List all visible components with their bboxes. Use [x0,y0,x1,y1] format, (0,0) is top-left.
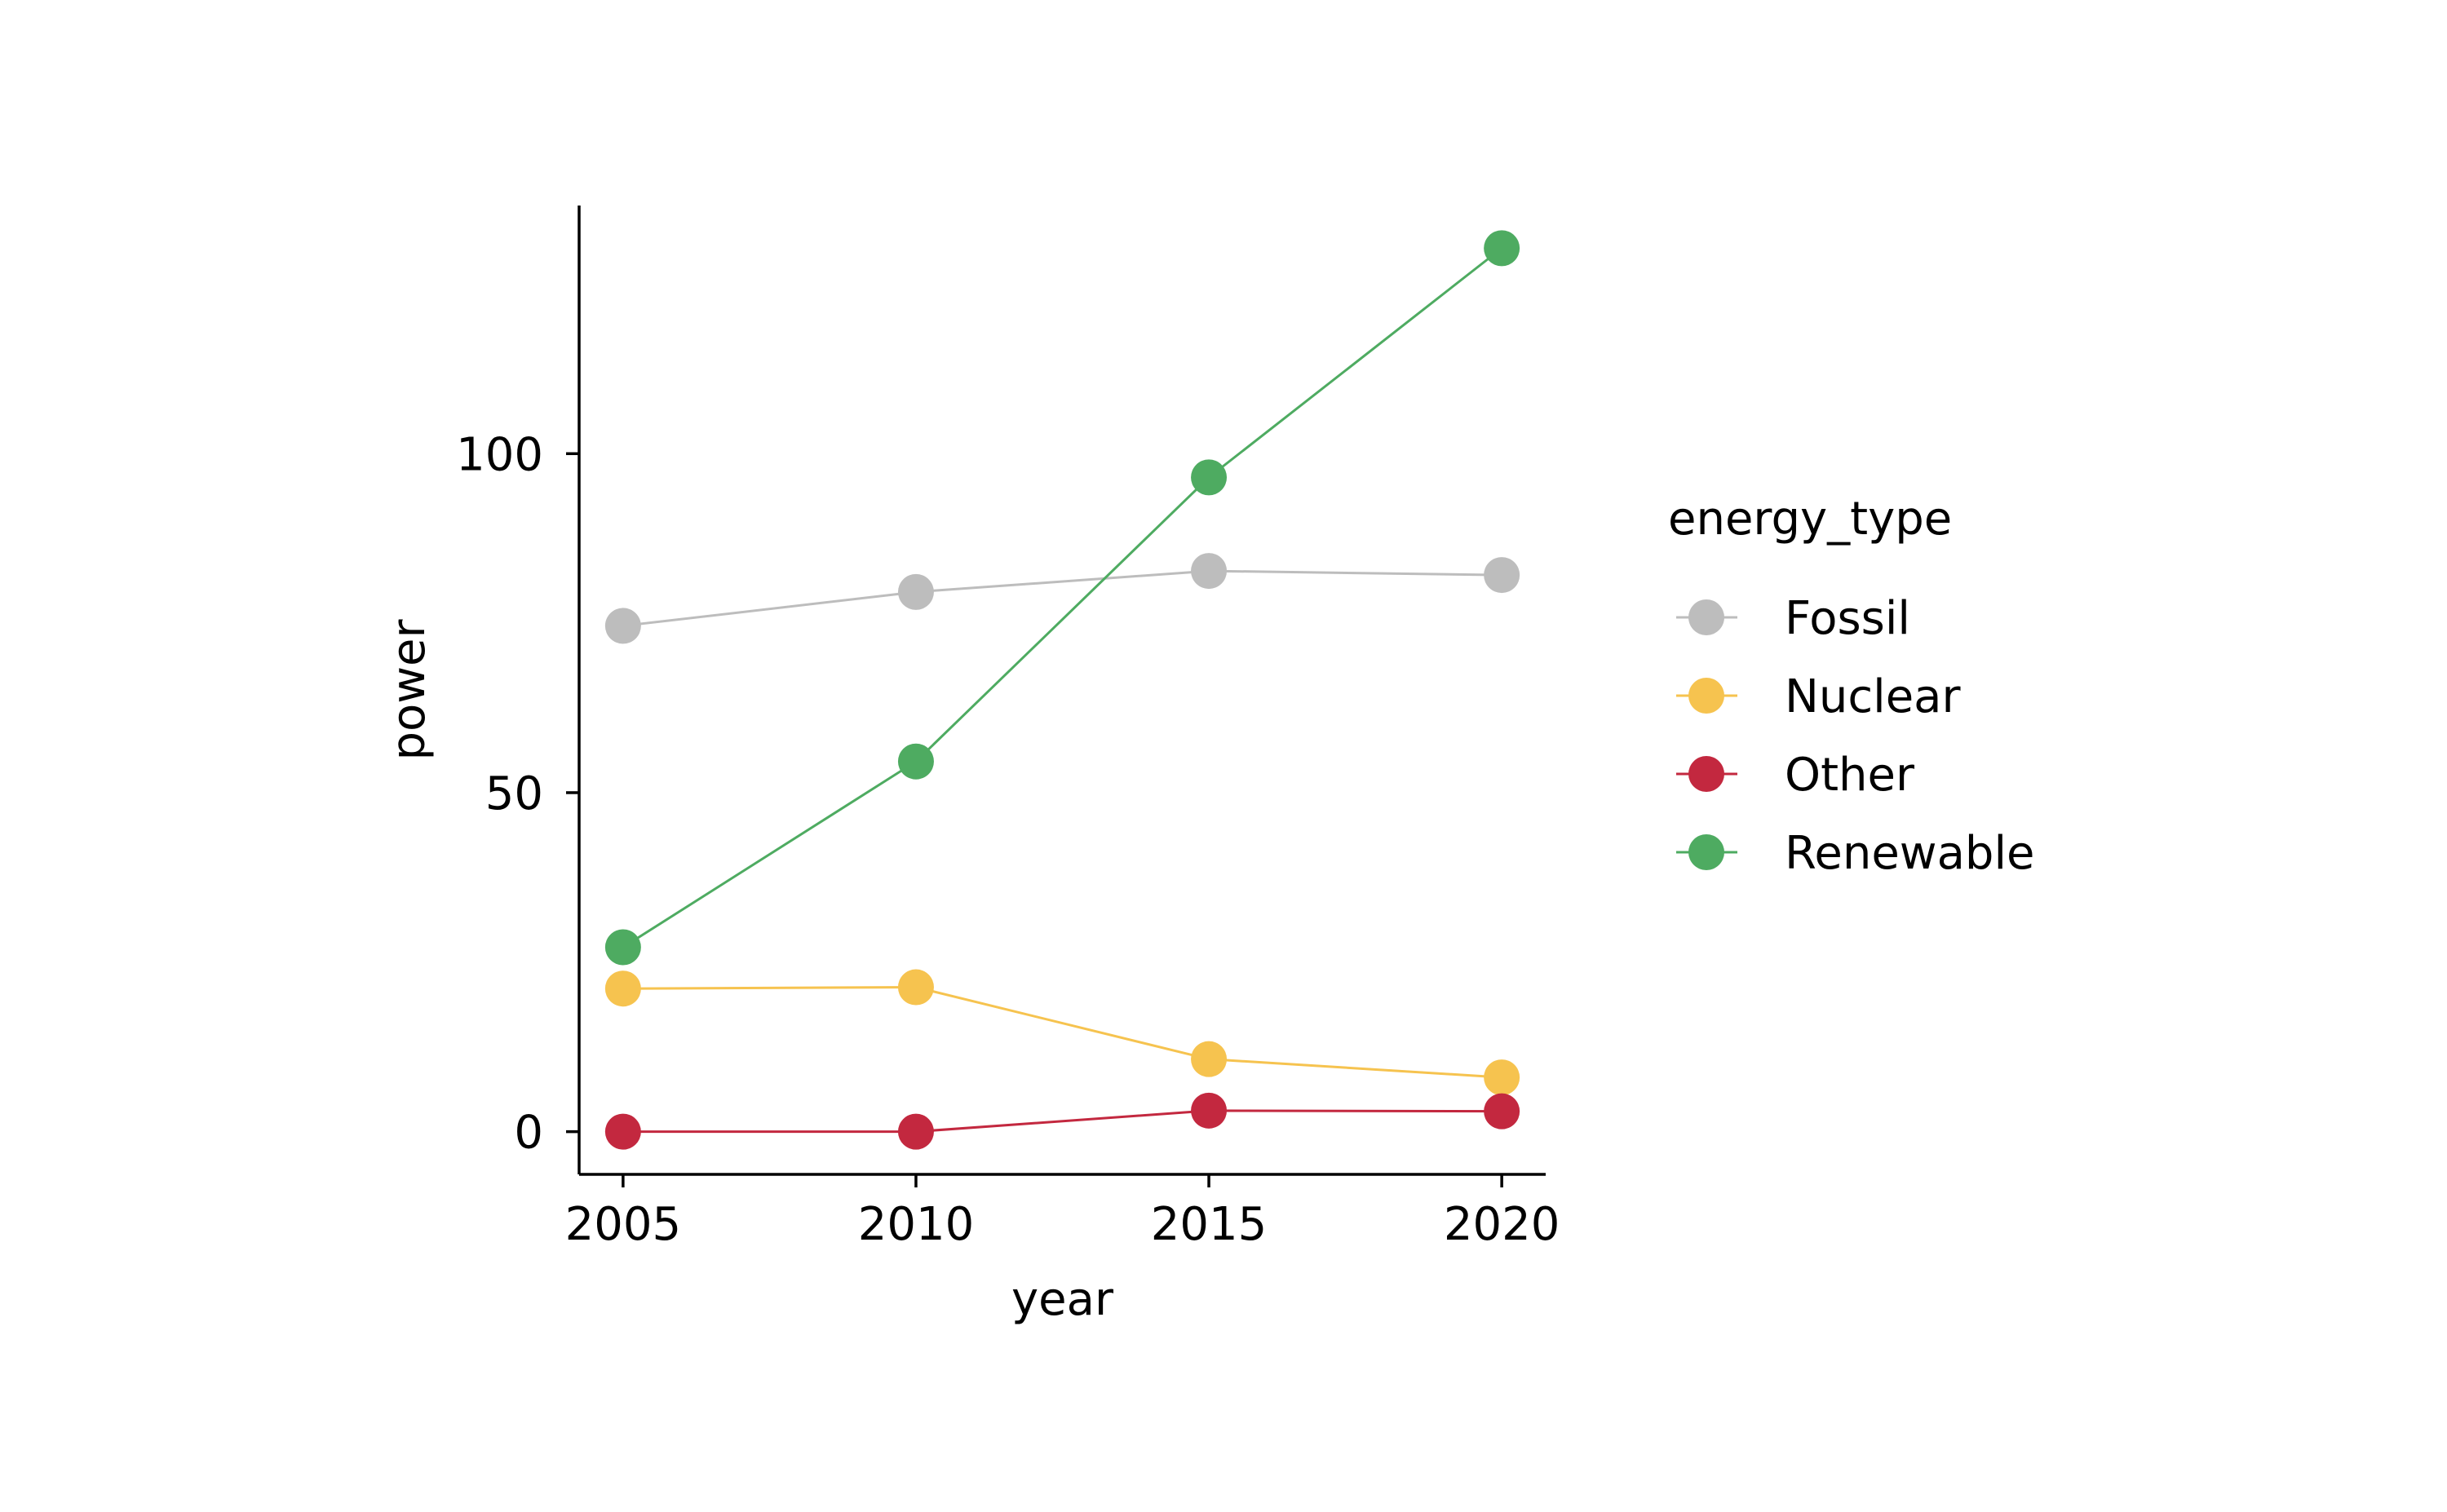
y-tick-label: 100 [456,428,543,481]
series-line-other [622,1109,1502,1134]
x-tick-label: 2015 [1151,1198,1268,1251]
data-point-fossil [897,573,934,610]
legend-item-fossil: Fossil [1676,592,1910,645]
y-tick-label: 0 [514,1107,543,1160]
data-point-other [1484,1093,1520,1130]
series-line-renewable [622,247,1503,948]
axes: 2005 2010 2015 2020 0 50 100 year power [383,206,1560,1326]
y-tick-label: 50 [485,767,543,820]
x-tick-label: 2010 [858,1198,975,1251]
legend-key-marker [1688,599,1724,635]
series-line-nuclear [622,986,1502,1079]
legend-key-marker [1688,834,1724,870]
x-axis-title: year [1011,1273,1114,1326]
legend-title: energy_type [1668,493,1952,546]
data-point-nuclear [604,970,641,1007]
data-point-fossil [604,608,641,644]
data-point-fossil [1484,557,1520,594]
legend-label: Fossil [1785,592,1910,645]
series-lines [622,247,1503,1134]
x-tick-label: 2020 [1444,1198,1560,1251]
legend-label: Nuclear [1785,670,1962,723]
legend-label: Other [1785,749,1915,802]
data-point-renewable [1191,459,1228,496]
y-axis-title: power [383,618,436,760]
legend-item-renewable: Renewable [1676,827,2034,880]
legend-item-other: Other [1676,749,1915,802]
series-points [604,230,1520,1150]
x-tick-label: 2005 [565,1198,682,1251]
data-point-nuclear [1191,1041,1228,1077]
legend: energy_type Fossil Nuclear Other Renewable [1668,493,2034,880]
data-point-renewable [604,929,641,966]
legend-key-marker [1688,678,1724,714]
data-point-other [897,1113,934,1150]
series-line-fossil [622,569,1502,627]
legend-key-marker [1688,756,1724,792]
data-point-other [604,1113,641,1150]
data-point-nuclear [1484,1059,1520,1096]
data-point-nuclear [897,969,934,1006]
data-point-other [1191,1092,1228,1129]
data-point-renewable [897,743,934,780]
legend-label: Renewable [1785,827,2034,880]
legend-item-nuclear: Nuclear [1676,670,1962,723]
data-point-fossil [1191,553,1228,590]
data-point-renewable [1484,230,1520,267]
